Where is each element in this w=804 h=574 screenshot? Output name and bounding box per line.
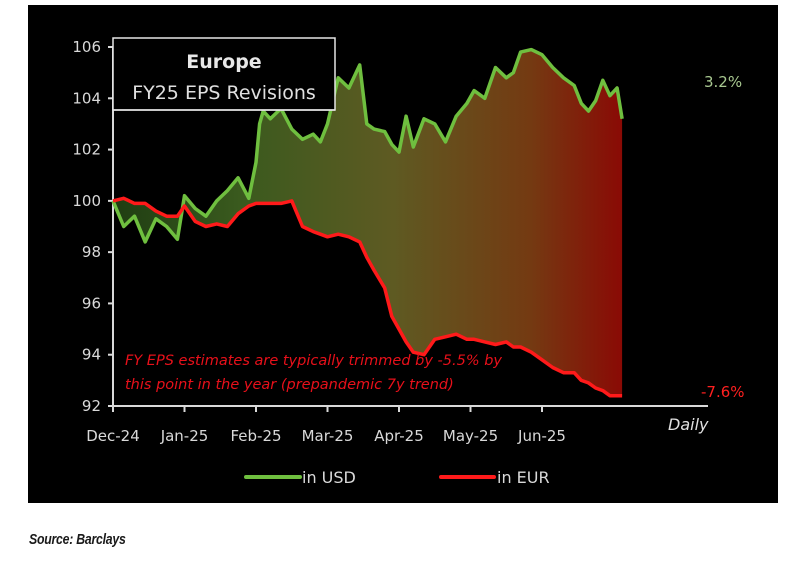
axes: 92 94 96 98 100 102 104 106 Dec-24 Jan-25 Feb-25 Ma…	[72, 38, 708, 445]
y-tick-label: 98	[82, 243, 101, 261]
series-line-usd	[111, 47, 624, 244]
x-tick-label: Jan-25	[160, 427, 209, 445]
y-tick-label: 100	[72, 192, 101, 210]
chart-subtitle: FY25 EPS Revisions	[132, 82, 316, 104]
legend-label-eur: in EUR	[497, 468, 550, 487]
x-tick-label: Apr-25	[374, 427, 424, 445]
annotation-line-2: this point in the year (prepandemic 7y t…	[125, 377, 454, 393]
y-tick-label: 94	[82, 346, 101, 364]
chart-panel: 92 94 96 98 100 102 104 106 Dec-24 Jan-25 Feb-25 Ma…	[28, 5, 778, 503]
source-note: Source: Barclays	[29, 531, 126, 548]
usd-end-label: 3.2%	[704, 73, 742, 91]
y-tick-label: 92	[82, 397, 101, 415]
spread-area	[113, 49, 623, 396]
x-tick-label: Mar-25	[302, 427, 354, 445]
series-line-eur	[112, 196, 623, 398]
x-tick-label: Feb-25	[230, 427, 281, 445]
chart-title: Europe	[186, 51, 261, 73]
spread-fill	[113, 49, 623, 396]
x-tick-label: May-25	[443, 427, 498, 445]
y-tick-label: 96	[82, 294, 101, 312]
annotation-line-1: FY EPS estimates are typically trimmed b…	[125, 353, 502, 369]
x-axis-label: Daily	[668, 415, 709, 434]
legend-label-usd: in USD	[302, 468, 356, 487]
x-tick-label: Dec-24	[86, 427, 140, 445]
legend: in USD in EUR	[244, 468, 550, 487]
y-tick-label: 102	[72, 141, 101, 159]
eur-end-label: -7.6%	[701, 383, 745, 401]
x-tick-label: Jun-25	[517, 427, 566, 445]
chart-svg: 92 94 96 98 100 102 104 106 Dec-24 Jan-25 Feb-25 Ma…	[72, 37, 745, 487]
title-box: Europe FY25 EPS Revisions	[112, 37, 336, 111]
series-lines	[111, 47, 624, 398]
y-tick-label: 106	[72, 38, 101, 56]
y-tick-label: 104	[72, 89, 101, 107]
